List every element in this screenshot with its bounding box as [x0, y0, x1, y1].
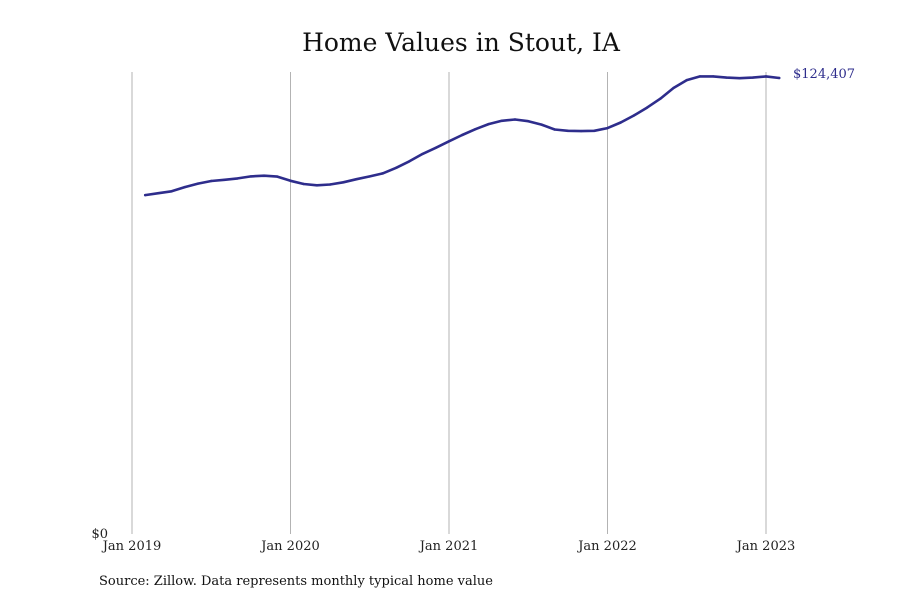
chart-title: Home Values in Stout, IA — [302, 28, 621, 57]
data-point — [381, 172, 385, 175]
x-tick-label: Jan 2023 — [735, 539, 796, 554]
data-point — [764, 75, 768, 78]
source-note: Source: Zillow. Data represents monthly … — [99, 574, 493, 589]
data-point — [183, 185, 186, 189]
data-point — [302, 182, 305, 186]
data-point — [461, 133, 464, 137]
data-point — [196, 182, 200, 185]
data-point — [593, 129, 596, 132]
data-point — [698, 75, 702, 78]
data-point — [712, 75, 715, 78]
data-point — [355, 178, 358, 181]
data-point — [421, 152, 424, 156]
data-point — [606, 126, 609, 130]
data-point — [368, 175, 371, 178]
data-point — [672, 86, 675, 90]
x-tick-label: Jan 2022 — [576, 539, 637, 554]
gridlines — [131, 72, 767, 534]
data-point — [487, 122, 490, 126]
data-point — [566, 129, 570, 132]
data-point — [236, 177, 239, 180]
x-tick-label: Jan 2021 — [418, 539, 479, 554]
data-point — [289, 179, 292, 182]
data-point — [527, 120, 530, 123]
y-tick-label: $0 — [91, 527, 108, 542]
data-point — [579, 129, 583, 133]
data-point — [210, 179, 213, 183]
end-value-label: $124,407 — [793, 67, 855, 82]
data-point — [540, 123, 543, 126]
data-point — [170, 190, 173, 193]
data-point — [645, 106, 649, 109]
data-point — [500, 119, 503, 123]
data-point — [725, 76, 728, 79]
data-point — [685, 78, 688, 82]
x-tick-label: Jan 2019 — [101, 539, 162, 554]
data-point — [619, 121, 622, 124]
data-point — [738, 77, 741, 80]
data-point — [342, 181, 345, 184]
data-point — [474, 128, 477, 131]
x-axis-ticks: Jan 2019 Jan 2020 Jan 2021 Jan 2022 Jan 2023 — [101, 539, 796, 554]
data-point — [262, 174, 266, 177]
data-point — [751, 76, 754, 79]
data-point — [434, 146, 437, 149]
data-point — [395, 166, 398, 169]
x-tick-label: Jan 2020 — [259, 539, 320, 554]
data-point — [659, 97, 662, 100]
data-point — [408, 160, 411, 163]
data-point — [157, 192, 160, 195]
data-point — [144, 193, 147, 197]
data-point — [447, 140, 451, 143]
data-point — [632, 114, 636, 117]
data-point — [328, 183, 332, 186]
data-point — [553, 128, 556, 131]
data-point — [276, 175, 279, 178]
data-point — [315, 184, 319, 187]
data-points — [144, 75, 781, 197]
data-point — [778, 76, 781, 80]
data-point — [223, 178, 226, 181]
data-point — [513, 118, 517, 121]
data-point — [249, 175, 253, 178]
